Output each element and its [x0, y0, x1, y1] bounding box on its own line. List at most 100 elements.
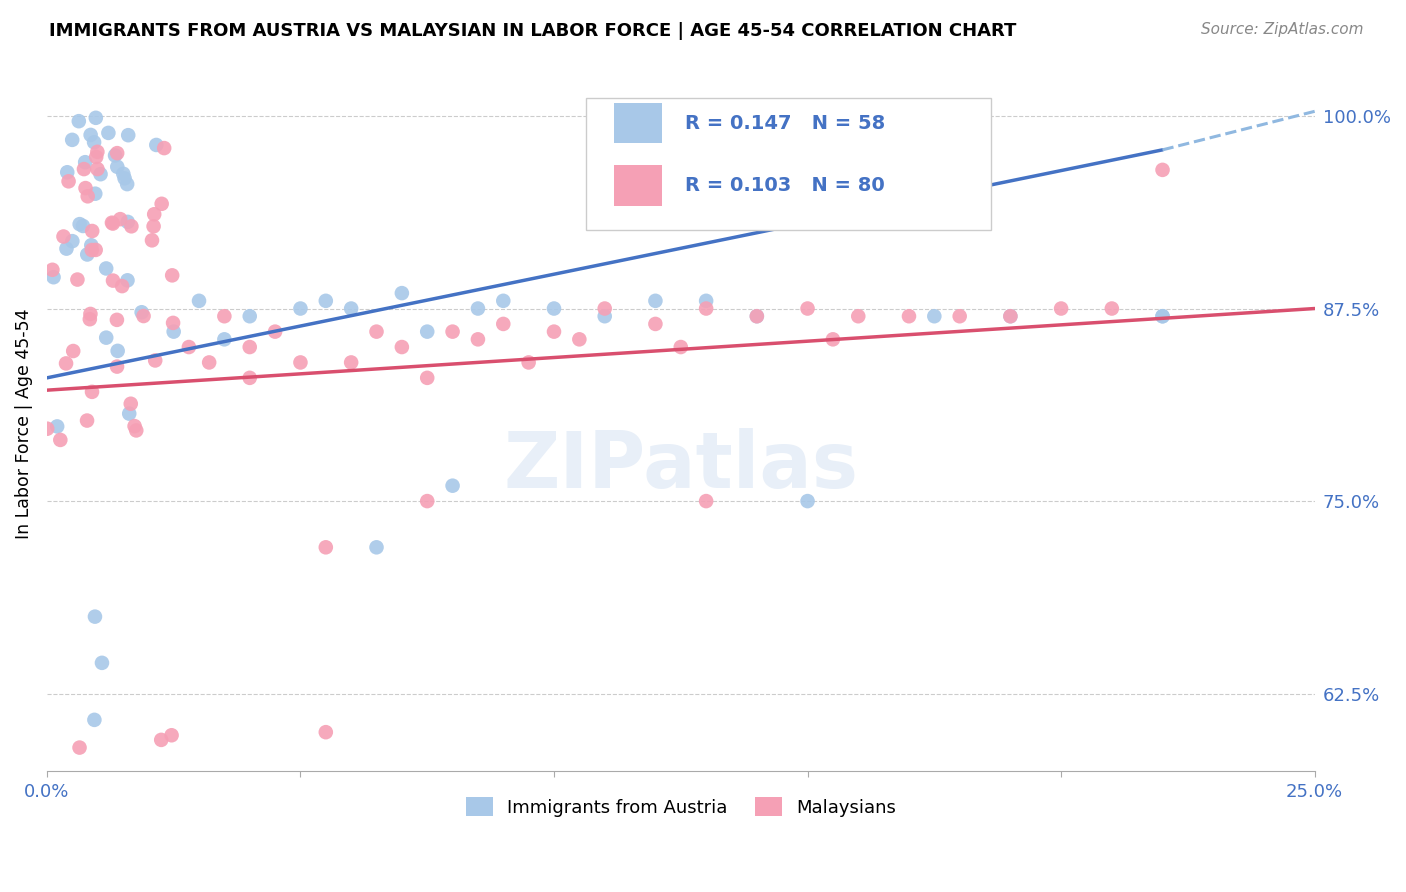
Point [101, 216, 124, 230]
Y-axis label: In Labor Force | Age 45-54: In Labor Force | Age 45-54 [15, 309, 32, 540]
Point [69, 217, 91, 231]
Point [105, 313, 128, 327]
Point [115, 177, 138, 191]
Point [188, 293, 211, 308]
Point [55, 356, 77, 370]
Point [60, 133, 83, 147]
Point [1152, 310, 1174, 324]
Point [315, 293, 337, 308]
Point [796, 301, 818, 316]
Point [101, 217, 124, 231]
Point [76, 189, 98, 203]
Point [745, 310, 768, 324]
Point [76, 413, 98, 427]
Point [84, 609, 107, 624]
Point [69, 740, 91, 755]
Point [91, 656, 114, 670]
Point [84, 243, 107, 257]
Point [492, 293, 515, 308]
Point [105, 160, 128, 174]
Point [96, 331, 118, 345]
Point [467, 332, 489, 346]
Point [198, 355, 221, 369]
Point [1152, 310, 1174, 324]
Point [239, 310, 262, 324]
Point [141, 233, 163, 247]
Point [315, 541, 337, 555]
Text: Source: ZipAtlas.com: Source: ZipAtlas.com [1201, 22, 1364, 37]
FancyBboxPatch shape [613, 166, 662, 206]
Point [66, 272, 89, 286]
Point [90, 167, 112, 181]
Point [416, 371, 439, 385]
Point [105, 359, 128, 374]
Point [117, 215, 139, 229]
Point [695, 301, 717, 316]
Point [46, 419, 69, 434]
Point [1000, 310, 1022, 324]
Point [142, 219, 165, 234]
Point [62, 344, 84, 359]
Point [264, 325, 287, 339]
Point [239, 340, 262, 354]
Point [745, 310, 768, 324]
Point [214, 332, 236, 346]
Point [80, 384, 103, 399]
Point [467, 301, 489, 316]
Point [67, 114, 90, 128]
Point [644, 293, 666, 308]
Point [145, 138, 167, 153]
Point [644, 317, 666, 331]
Point [441, 325, 464, 339]
Point [97, 126, 120, 140]
Point [52, 229, 75, 244]
Point [1152, 162, 1174, 177]
Point [132, 309, 155, 323]
Point [153, 141, 176, 155]
Point [1050, 301, 1073, 316]
Legend: Immigrants from Austria, Malaysians: Immigrants from Austria, Malaysians [458, 790, 903, 824]
FancyBboxPatch shape [586, 98, 991, 230]
Point [150, 196, 173, 211]
Point [72, 219, 94, 233]
Point [101, 274, 124, 288]
Point [163, 325, 186, 339]
Point [96, 261, 118, 276]
Point [79, 312, 101, 326]
Point [593, 301, 616, 316]
Point [568, 332, 591, 346]
Point [949, 310, 972, 324]
Point [86, 145, 108, 159]
Point [111, 279, 134, 293]
Point [897, 310, 920, 324]
Point [391, 286, 413, 301]
Point [1000, 310, 1022, 324]
Text: R = 0.103   N = 80: R = 0.103 N = 80 [685, 176, 884, 195]
Point [76, 247, 98, 261]
Point [120, 219, 142, 234]
Point [79, 128, 101, 142]
Point [120, 397, 142, 411]
Point [695, 494, 717, 508]
Point [143, 207, 166, 221]
Point [125, 424, 148, 438]
Point [75, 181, 97, 195]
Point [143, 353, 166, 368]
Point [80, 238, 103, 252]
Point [118, 407, 141, 421]
Point [55, 242, 77, 256]
Point [42, 270, 65, 285]
Point [60, 234, 83, 248]
Point [695, 293, 717, 308]
Point [416, 325, 439, 339]
Text: ZIPatlas: ZIPatlas [503, 427, 858, 504]
Point [117, 273, 139, 287]
Point [41, 262, 63, 277]
Point [391, 340, 413, 354]
Point [290, 301, 312, 316]
Point [56, 165, 79, 179]
Point [924, 310, 946, 324]
Point [160, 268, 183, 283]
Point [107, 343, 129, 358]
Point [58, 174, 80, 188]
